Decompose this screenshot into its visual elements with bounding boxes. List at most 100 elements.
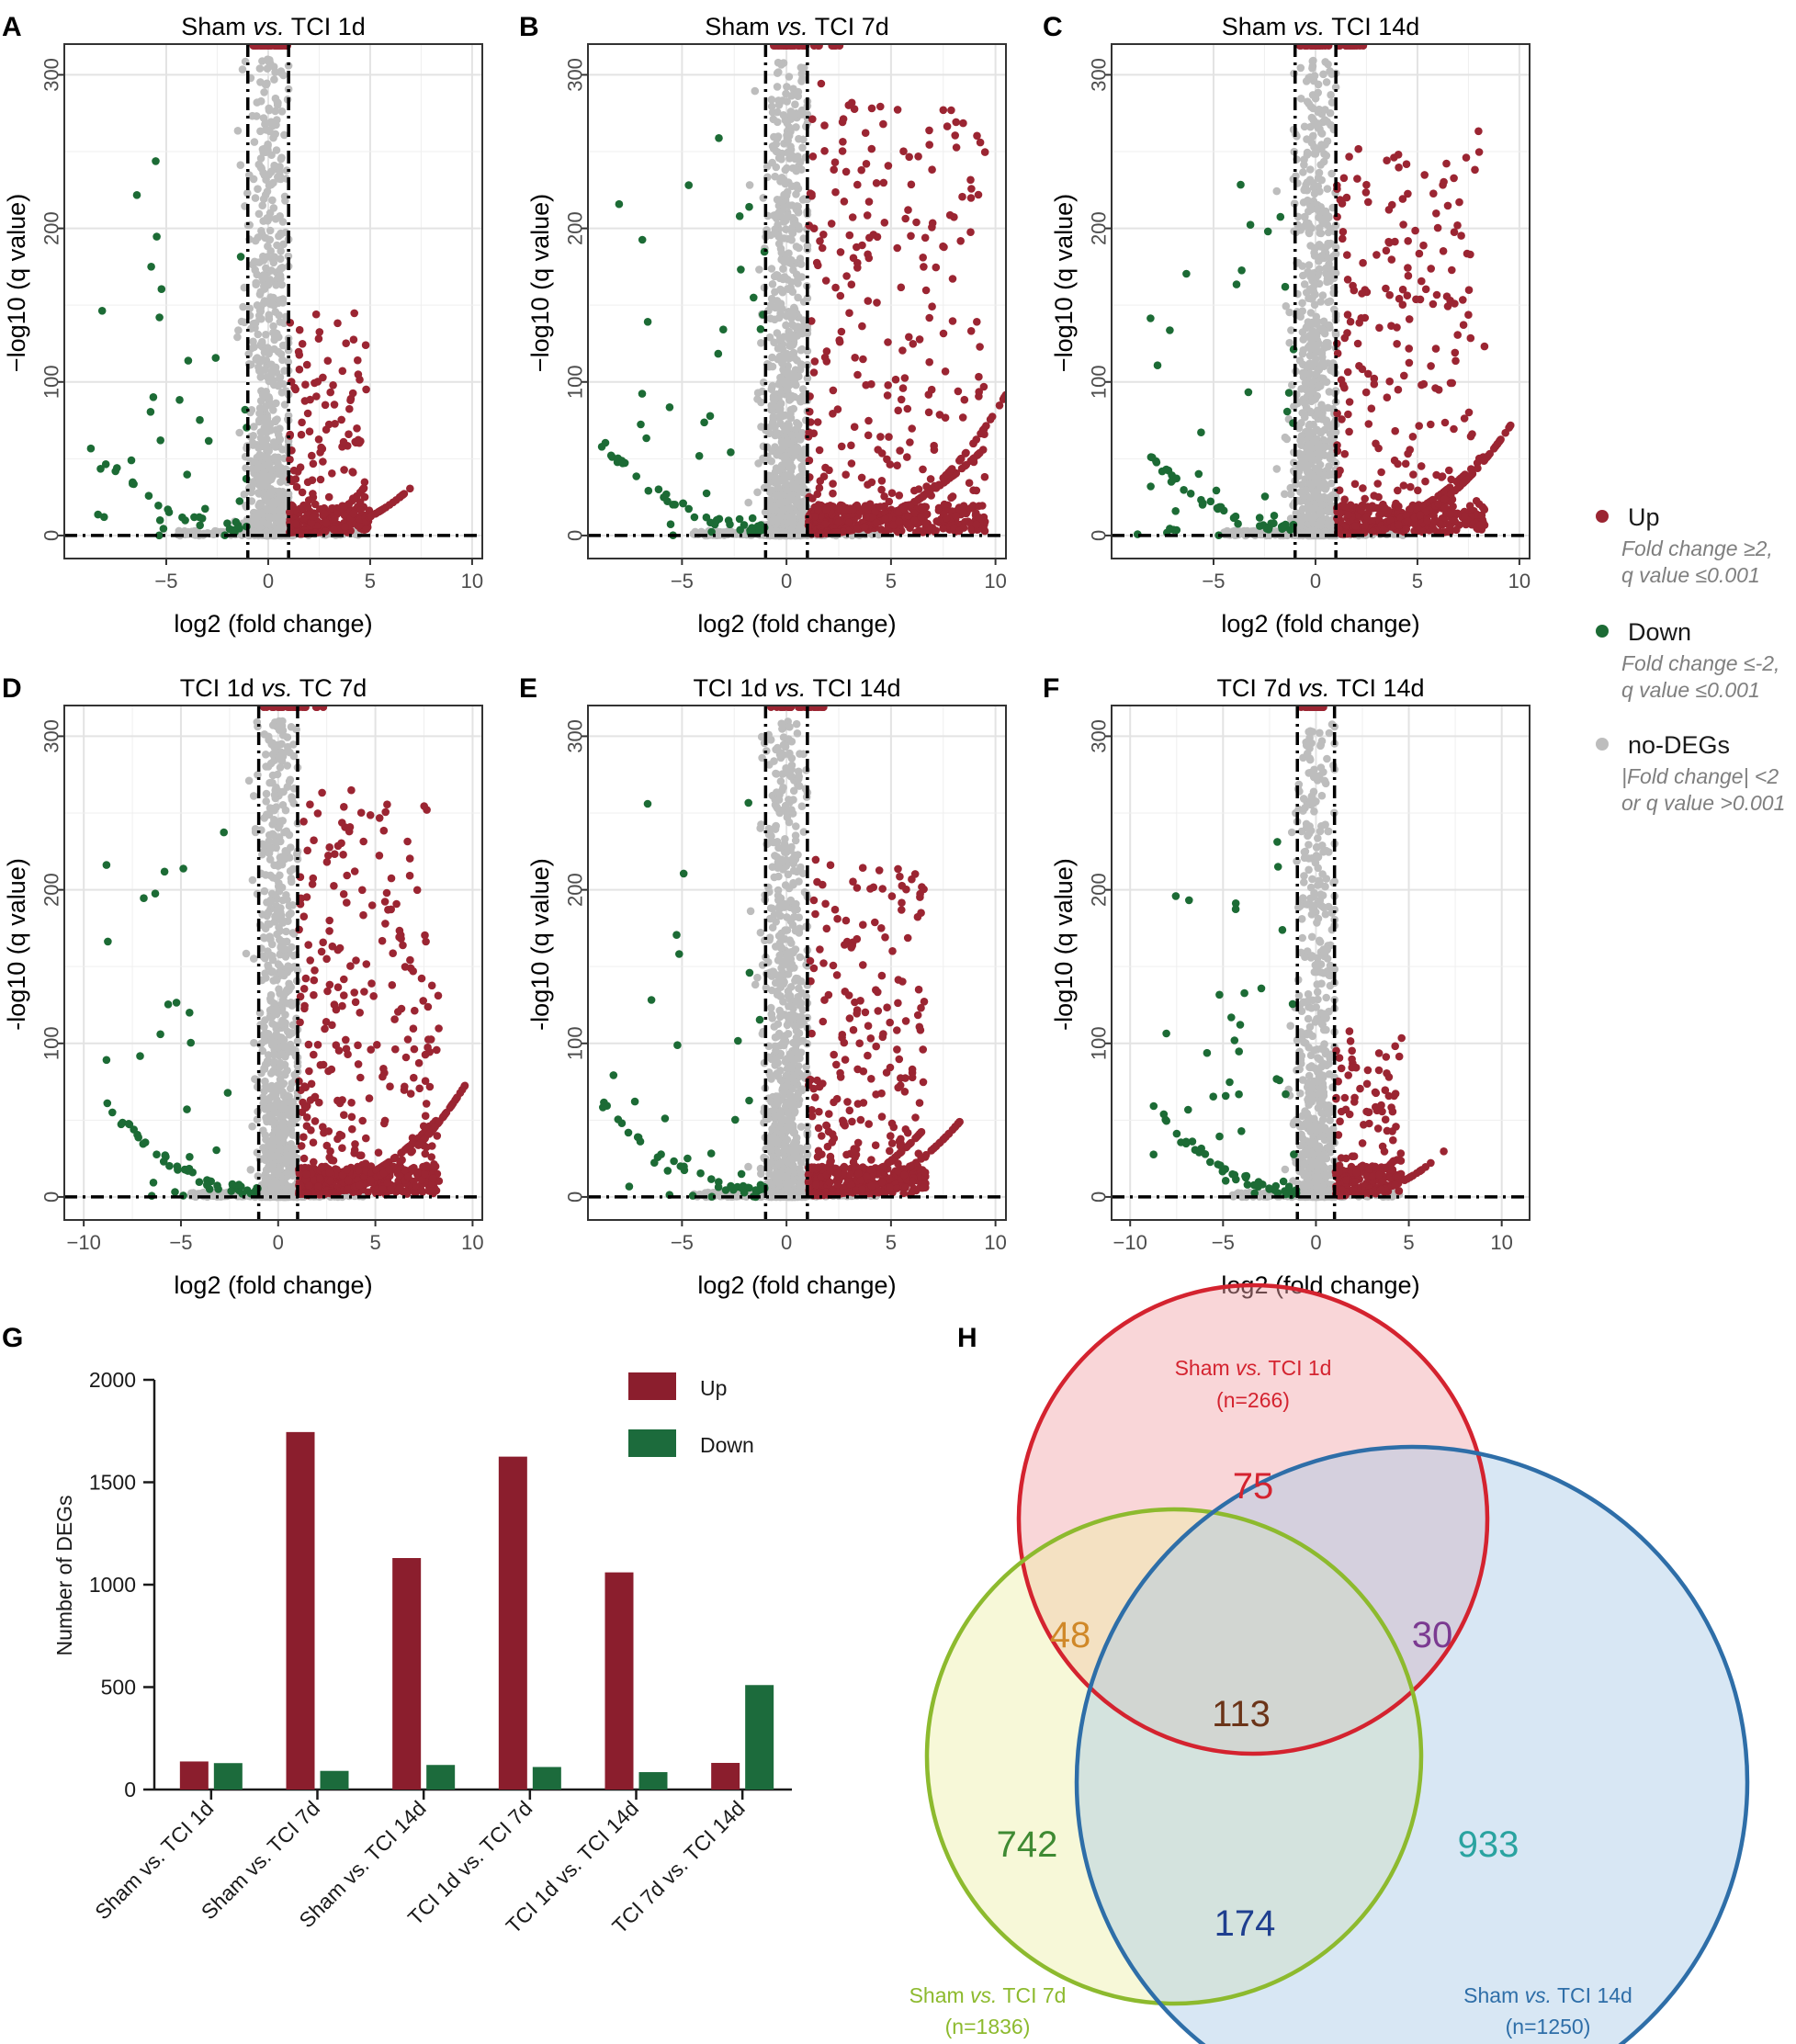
nodeg-point <box>1315 265 1324 274</box>
up-point <box>821 463 830 472</box>
nodeg-point <box>783 83 791 91</box>
up-point <box>1452 525 1461 535</box>
down-point <box>86 444 96 453</box>
nodeg-point <box>242 464 250 472</box>
nodeg-point <box>1324 403 1332 412</box>
nodeg-point <box>754 459 762 468</box>
up-point <box>1398 195 1407 203</box>
nodeg-point <box>1327 224 1335 233</box>
nodeg-point <box>753 488 762 497</box>
down-point <box>155 516 164 525</box>
nodeg-point <box>764 429 774 438</box>
up-point <box>835 337 844 346</box>
up-point <box>303 478 312 487</box>
up-point <box>1414 486 1422 495</box>
up-point <box>1411 226 1419 235</box>
nodeg-point <box>796 454 805 462</box>
nodeg-point <box>265 394 274 402</box>
nodeg-point <box>267 360 276 369</box>
nodeg-point <box>1310 300 1319 310</box>
up-point <box>1462 153 1471 162</box>
up-point <box>879 119 887 129</box>
up-point <box>976 343 984 351</box>
up-point <box>1417 462 1426 470</box>
down-point <box>714 349 723 358</box>
nodeg-point <box>782 89 790 98</box>
nodeg-point <box>776 400 785 409</box>
nodeg-point <box>1282 302 1291 311</box>
nodeg-point <box>1327 91 1335 99</box>
down-point <box>241 405 250 414</box>
up-point <box>853 258 862 267</box>
nodeg-point <box>774 96 783 105</box>
down-point <box>196 521 204 530</box>
down-point <box>719 325 728 334</box>
nodeg-point <box>1323 277 1331 287</box>
nodeg-point <box>1308 396 1316 404</box>
up-point <box>894 406 902 415</box>
up-point <box>305 427 314 436</box>
up-point <box>1399 220 1407 229</box>
nodeg-point <box>1323 419 1332 428</box>
down-point <box>637 420 645 429</box>
nodeg-point <box>793 356 801 365</box>
up-point <box>924 408 933 417</box>
down-point <box>679 499 687 508</box>
nodeg-point <box>271 107 279 116</box>
nodeg-point <box>265 420 275 428</box>
title-part-italic: vs. <box>253 13 285 40</box>
nodeg-point <box>1299 168 1307 176</box>
up-point <box>298 418 306 427</box>
nodeg-point <box>266 247 276 255</box>
up-point <box>975 514 984 522</box>
up-point <box>1464 311 1473 320</box>
up-point <box>869 231 878 239</box>
up-point <box>817 79 826 88</box>
nodeg-point <box>1299 345 1307 355</box>
nodeg-point <box>1302 486 1310 494</box>
nodeg-point <box>257 227 265 235</box>
nodeg-point <box>1314 440 1323 449</box>
nodeg-point <box>258 274 266 283</box>
up-point <box>1419 379 1429 389</box>
down-point <box>130 480 138 489</box>
nodeg-point <box>280 130 288 140</box>
up-point <box>961 517 969 526</box>
up-point <box>1364 198 1372 207</box>
nodeg-point <box>259 195 268 203</box>
nodeg-point <box>796 435 805 444</box>
up-point <box>292 482 301 491</box>
nodeg-point <box>258 437 267 446</box>
nodeg-point <box>265 226 275 235</box>
up-point <box>972 486 981 495</box>
nodeg-point <box>1320 219 1328 228</box>
up-point <box>1427 265 1435 273</box>
up-point <box>883 455 891 464</box>
y-tick-label: 300 <box>40 58 63 92</box>
nodeg-point <box>245 304 254 313</box>
nodeg-point <box>1299 271 1307 280</box>
nodeg-point <box>240 490 249 499</box>
up-point <box>320 509 329 518</box>
up-point <box>867 144 876 153</box>
up-point <box>1453 331 1462 339</box>
up-point-clipped <box>273 44 282 50</box>
up-point <box>877 449 887 457</box>
up-point <box>298 488 307 497</box>
up-point <box>1459 296 1467 304</box>
nodeg-point <box>774 232 784 241</box>
nodeg-point <box>274 430 283 439</box>
nodeg-point <box>1325 321 1334 330</box>
nodeg-point <box>268 196 277 205</box>
up-point <box>966 327 976 335</box>
nodeg-point <box>273 519 282 528</box>
nodeg-point <box>779 265 787 274</box>
up-point <box>897 283 906 292</box>
nodeg-point <box>1302 77 1311 85</box>
up-point <box>897 395 906 404</box>
nodeg-point <box>247 497 256 505</box>
up-point <box>837 442 846 451</box>
nodeg-point <box>263 253 272 261</box>
nodeg-point <box>1314 409 1323 418</box>
